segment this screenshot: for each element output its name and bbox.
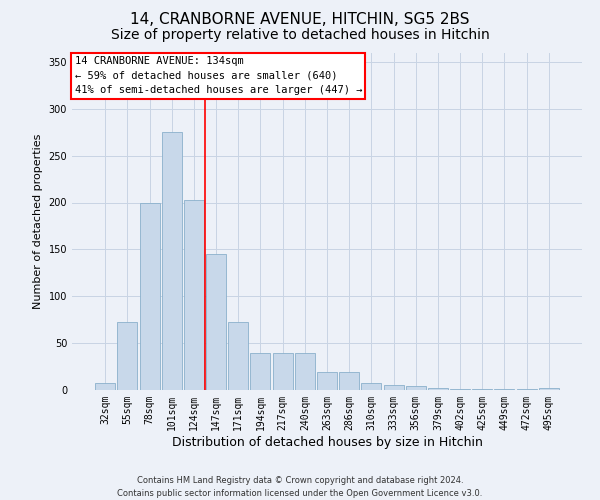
Text: Size of property relative to detached houses in Hitchin: Size of property relative to detached ho… xyxy=(110,28,490,42)
Bar xyxy=(494,389,514,390)
X-axis label: Distribution of detached houses by size in Hitchin: Distribution of detached houses by size … xyxy=(172,436,482,448)
Bar xyxy=(361,384,382,390)
Bar xyxy=(272,352,293,390)
Text: 14, CRANBORNE AVENUE, HITCHIN, SG5 2BS: 14, CRANBORNE AVENUE, HITCHIN, SG5 2BS xyxy=(130,12,470,28)
Bar xyxy=(250,352,271,390)
Bar xyxy=(339,372,359,390)
Bar xyxy=(406,386,426,390)
Bar xyxy=(517,389,536,390)
Bar xyxy=(95,384,115,390)
Text: 14 CRANBORNE AVENUE: 134sqm
← 59% of detached houses are smaller (640)
41% of se: 14 CRANBORNE AVENUE: 134sqm ← 59% of det… xyxy=(74,56,362,96)
Y-axis label: Number of detached properties: Number of detached properties xyxy=(33,134,43,309)
Bar xyxy=(383,386,404,390)
Bar xyxy=(206,254,226,390)
Bar xyxy=(295,352,315,390)
Text: Contains HM Land Registry data © Crown copyright and database right 2024.
Contai: Contains HM Land Registry data © Crown c… xyxy=(118,476,482,498)
Bar xyxy=(428,388,448,390)
Bar xyxy=(228,322,248,390)
Bar xyxy=(539,388,559,390)
Bar xyxy=(450,389,470,390)
Bar xyxy=(118,322,137,390)
Bar xyxy=(184,200,204,390)
Bar xyxy=(162,132,182,390)
Bar xyxy=(140,202,160,390)
Bar xyxy=(472,389,492,390)
Bar xyxy=(317,372,337,390)
